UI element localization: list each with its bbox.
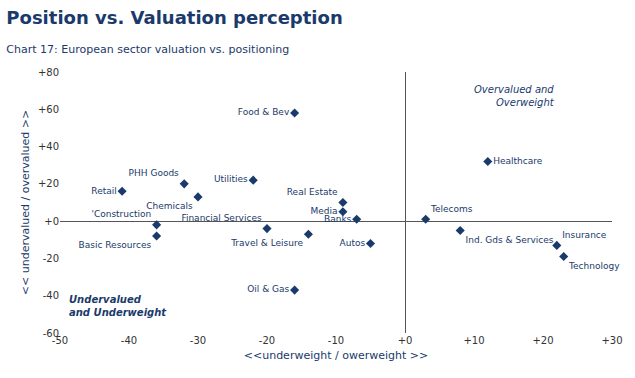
svg-text:Financial Services: Financial Services [181, 213, 262, 223]
svg-text:Oil & Gas: Oil & Gas [247, 284, 289, 294]
svg-text:-40: -40 [121, 335, 137, 346]
svg-text:-40: -40 [43, 290, 59, 301]
svg-text:Telecoms: Telecoms [430, 204, 473, 214]
svg-text:<<underweight / owerweight >>: <<underweight / owerweight >> [244, 349, 428, 362]
svg-text:-60: -60 [43, 328, 59, 339]
svg-text:<< undervalued / overvalued >>: << undervalued / overvalued >> [19, 110, 32, 295]
svg-text:Autos: Autos [340, 238, 366, 248]
svg-text:+60: +60 [38, 104, 59, 115]
svg-text:-10: -10 [328, 335, 344, 346]
svg-text:Position vs. Valuation percept: Position vs. Valuation perception [6, 7, 342, 28]
svg-text:-20: -20 [259, 335, 275, 346]
svg-text:PHH Goods: PHH Goods [129, 168, 180, 178]
svg-text:Utilities: Utilities [214, 174, 248, 184]
svg-text:+40: +40 [38, 141, 59, 152]
svg-text:Overvalued andOverweight: Overvalued andOverweight [474, 84, 555, 108]
svg-text:Basic Resources: Basic Resources [79, 240, 152, 250]
svg-text:Travel & Leisure: Travel & Leisure [230, 238, 303, 248]
svg-text:Undervaluedand Underweight: Undervaluedand Underweight [69, 294, 167, 318]
svg-text:Banks: Banks [324, 214, 352, 224]
svg-text:-30: -30 [190, 335, 206, 346]
svg-text:Chemicals: Chemicals [146, 201, 193, 211]
svg-text:+0: +0 [398, 335, 413, 346]
svg-text:+80: +80 [38, 67, 59, 78]
svg-text:-20: -20 [43, 253, 59, 264]
svg-text:Healthcare: Healthcare [493, 156, 543, 166]
svg-text:Media: Media [310, 206, 337, 216]
svg-text:+20: +20 [532, 335, 553, 346]
svg-text:+0: +0 [44, 216, 59, 227]
svg-text:-50: -50 [52, 335, 68, 346]
svg-text:+30: +30 [601, 335, 622, 346]
svg-text:'Construction: 'Construction [91, 209, 151, 219]
svg-text:Technology: Technology [568, 261, 620, 271]
svg-text:Retail: Retail [91, 186, 116, 196]
svg-text:Chart 17: European sector valu: Chart 17: European sector valuation vs. … [6, 43, 289, 56]
svg-text:Food & Bev: Food & Bev [238, 107, 290, 117]
svg-text:Ind. Gds & Services: Ind. Gds & Services [466, 235, 554, 245]
svg-text:+10: +10 [463, 335, 484, 346]
svg-text:Insurance: Insurance [562, 230, 607, 240]
svg-text:+20: +20 [38, 178, 59, 189]
svg-text:Real Estate: Real Estate [287, 187, 338, 197]
